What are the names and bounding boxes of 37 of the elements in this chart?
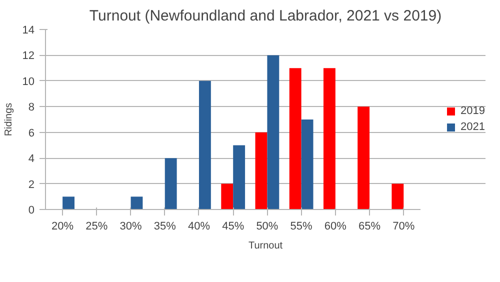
x-tick-label: 70% [392, 220, 415, 232]
bar [198, 80, 211, 210]
bar [267, 55, 280, 210]
x-tick-label: 45% [222, 220, 244, 232]
x-tick-label: 65% [358, 220, 381, 232]
x-tick-label: 40% [188, 220, 210, 232]
bar [221, 184, 234, 210]
y-tick-label: 14 [22, 24, 35, 36]
y-tick-label: 8 [28, 102, 35, 114]
x-axis-title: Turnout [248, 240, 283, 252]
x-tick-label: 60% [324, 220, 347, 232]
bar [233, 145, 246, 210]
bar [62, 196, 74, 210]
legend-label: 2021 [460, 121, 485, 133]
x-tick-label: 50% [256, 220, 278, 232]
x-tick-label: 35% [154, 220, 176, 232]
bar [323, 68, 336, 210]
y-axis-title: Ridings [3, 102, 14, 136]
y-tick-label: 10 [22, 76, 35, 88]
bar [130, 196, 143, 210]
x-tick-label: 30% [120, 220, 142, 232]
chart-title: Turnout (Newfoundland and Labrador, 2021 vs 2019) [89, 8, 442, 24]
x-tick-label: 55% [290, 220, 313, 232]
y-tick-label: 4 [28, 153, 35, 166]
bar [164, 158, 177, 210]
y-tick-label: 6 [28, 127, 35, 140]
bar [255, 132, 268, 210]
x-tick-label: 20% [52, 220, 74, 232]
bar [289, 68, 302, 210]
bar [301, 120, 314, 210]
legend-label: 2019 [460, 105, 485, 117]
bar [392, 184, 404, 210]
y-tick-label: 2 [28, 178, 35, 191]
y-tick-label: 0 [28, 204, 35, 216]
bar [358, 106, 370, 210]
y-tick-label: 12 [22, 50, 35, 62]
x-tick-label: 25% [86, 220, 108, 232]
